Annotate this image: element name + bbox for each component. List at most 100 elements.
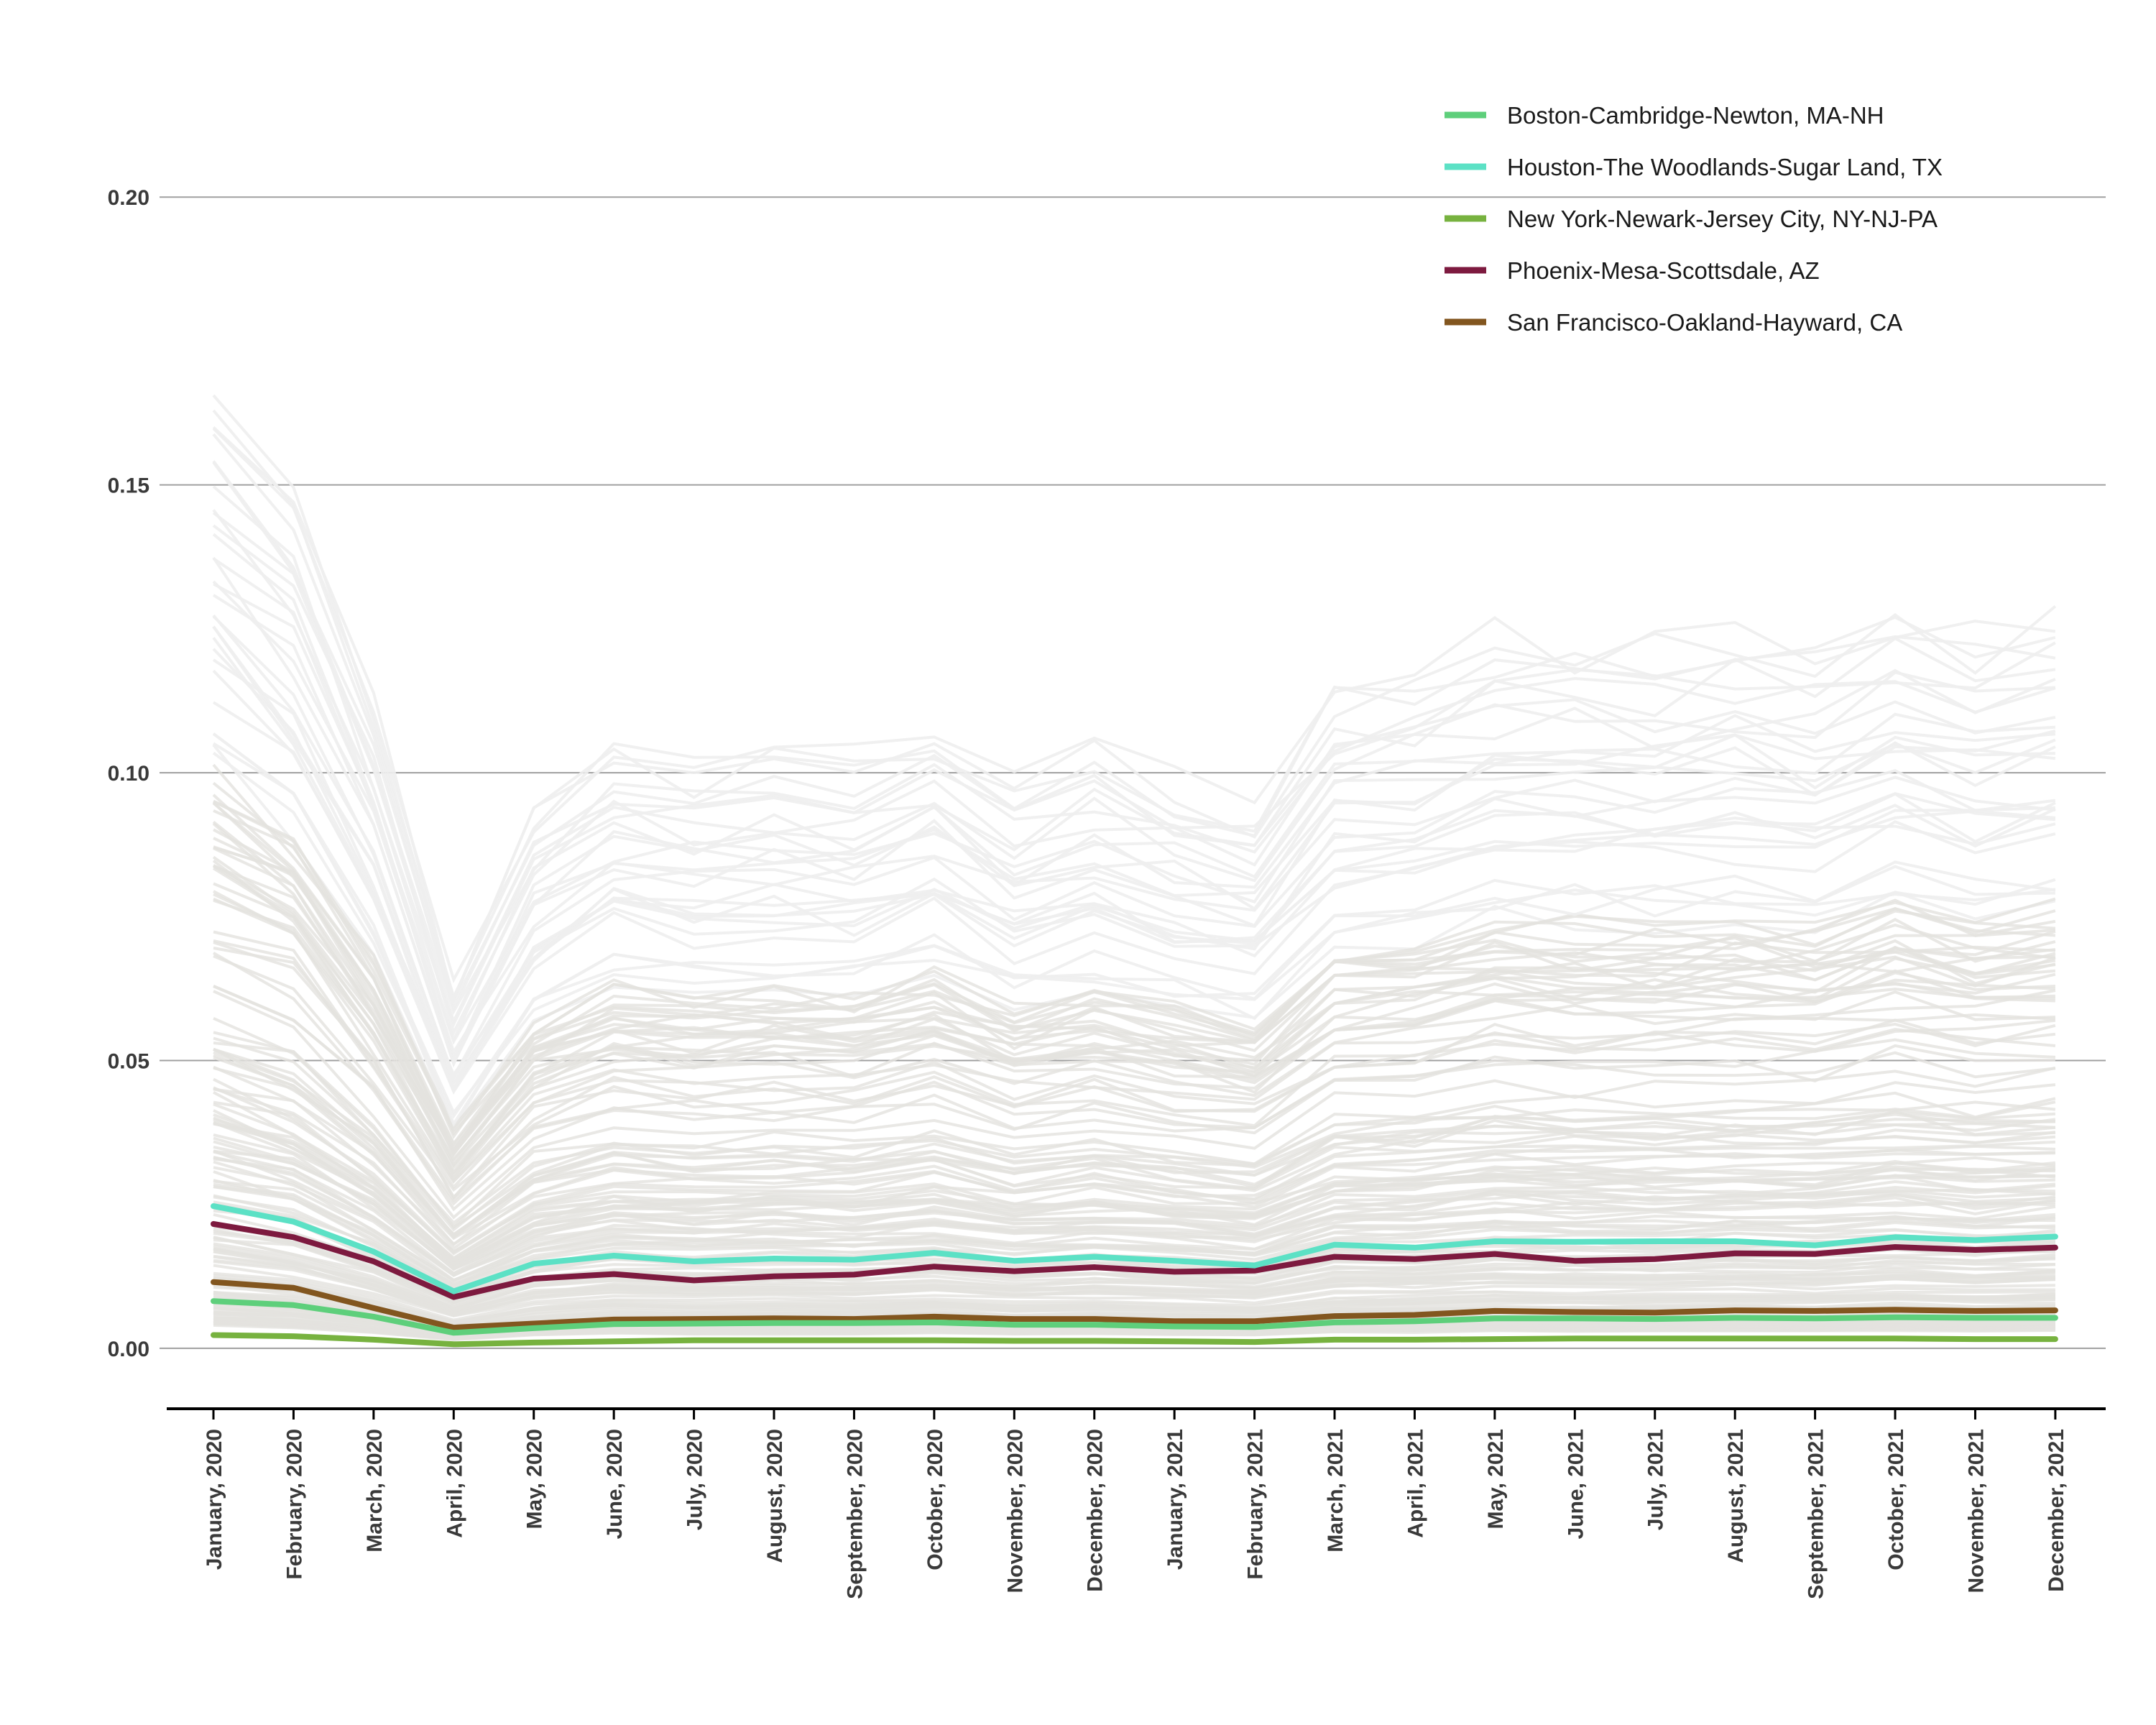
legend-label: Houston-The Woodlands-Sugar Land, TX [1507, 154, 1943, 180]
x-tick-label: September, 2021 [1805, 1429, 1828, 1599]
y-tick-label: 0.15 [108, 474, 149, 498]
x-tick-label: June, 2021 [1564, 1429, 1588, 1539]
background-series-line [213, 952, 2055, 1206]
x-tick-label: March, 2021 [1324, 1429, 1348, 1552]
background-series-line [212, 394, 2056, 1004]
y-axis: 0.00 0.05 0.10 0.15 0.20 [108, 186, 149, 1361]
background-series-line [212, 533, 2056, 1059]
background-series-line [212, 460, 2056, 1016]
series-line [211, 1298, 2058, 1336]
background-series-line [213, 1036, 2056, 1232]
x-axis: January, 2020 February, 2020 March, 2020 Ap… [167, 1407, 2106, 1599]
background-series-line [213, 1279, 2055, 1324]
y-tick-label: 0.05 [108, 1049, 149, 1073]
background-series-line [213, 1238, 2056, 1308]
background-series-line [213, 1109, 2055, 1266]
background-series-line [213, 1054, 2056, 1240]
series-line [211, 1332, 2058, 1348]
x-tick-label: January, 2021 [1164, 1429, 1187, 1570]
background-series-line [213, 930, 2056, 1184]
y-tick-label: 0.10 [108, 762, 149, 786]
legend-label: San Francisco-Oakland-Hayward, CA [1507, 309, 1902, 336]
x-tick-label: July, 2020 [683, 1429, 707, 1530]
background-series-line [213, 837, 2056, 1158]
background-series-line [213, 1259, 2055, 1317]
x-tick-label: July, 2021 [1644, 1429, 1668, 1530]
series-line [211, 1220, 2058, 1300]
background-series-line [212, 409, 2056, 1001]
background-series-line [213, 845, 2056, 1151]
background-series-line [213, 1284, 2055, 1328]
background-series-line [212, 865, 2056, 1162]
series-line [211, 1203, 2058, 1294]
background-series-line [213, 890, 2055, 1181]
background-series-line [213, 864, 2056, 1168]
background-series-line [213, 1087, 2055, 1246]
background-series-line [213, 1041, 2056, 1230]
x-tick-label: August, 2021 [1724, 1429, 1748, 1563]
x-tick-label: October, 2020 [923, 1429, 947, 1570]
background-series-line [213, 990, 2056, 1220]
x-tick-label: November, 2021 [1964, 1429, 1988, 1593]
x-tick-label: March, 2020 [363, 1429, 387, 1552]
x-tick-label: December, 2021 [2045, 1429, 2068, 1592]
background-series-line [213, 799, 2056, 1133]
background-series-line [212, 580, 2056, 1056]
x-tick-label: October, 2021 [1884, 1429, 1908, 1570]
x-tick-label: June, 2020 [603, 1429, 627, 1539]
background-series-line [212, 625, 2056, 1085]
background-series-line [212, 594, 2056, 1068]
x-tick-label: February, 2020 [282, 1429, 306, 1580]
background-series-line [213, 1271, 2055, 1322]
background-series-line [213, 809, 2056, 1146]
background-series-line [212, 511, 2055, 1026]
legend-label: Phoenix-Mesa-Scottsdale, AZ [1507, 257, 1820, 284]
x-tick-label: August, 2020 [763, 1429, 787, 1563]
background-series-line [213, 1179, 2056, 1282]
background-series-line [213, 1100, 2055, 1256]
legend: Boston-Cambridge-Newton, MA-NH Houston-Th… [1445, 102, 1943, 336]
background-series-line [213, 1047, 2055, 1238]
x-tick-label: April, 2020 [443, 1429, 466, 1538]
background-series-line [213, 1179, 2055, 1286]
background-series-line [213, 941, 2056, 1200]
background-series-line [212, 524, 2056, 1036]
x-tick-label: May, 2020 [523, 1429, 547, 1530]
x-tick-label: May, 2021 [1484, 1429, 1508, 1530]
background-series-line [212, 509, 2056, 1044]
background-series-line [213, 954, 2056, 1192]
x-tick-label: September, 2020 [843, 1429, 867, 1599]
background-series-line [212, 658, 2056, 1093]
background-series-line [212, 615, 2056, 1080]
y-tick-label: 0.20 [108, 186, 149, 210]
x-tick-label: February, 2021 [1244, 1429, 1268, 1580]
background-series-line [213, 1246, 2056, 1312]
background-series-line [212, 751, 2056, 1119]
background-series-line [212, 485, 2056, 1029]
background-series-line [213, 893, 2055, 1184]
x-tick-label: January, 2020 [203, 1429, 226, 1570]
background-series-line [213, 1319, 2055, 1340]
background-series-line [212, 732, 2055, 1116]
grid-lines [160, 196, 2106, 1349]
x-tick-label: November, 2020 [1003, 1429, 1027, 1593]
x-tick-label: December, 2020 [1084, 1429, 1107, 1592]
y-tick-label: 0.00 [108, 1338, 149, 1361]
background-series-line [213, 582, 2055, 1064]
series-line [211, 1279, 2058, 1331]
background-series-lines [212, 394, 2057, 1342]
background-series-line [213, 1066, 2056, 1241]
legend-label: New York-Newark-Jersey City, NY-NJ-PA [1507, 206, 1938, 232]
background-series-line [213, 1244, 2056, 1312]
background-series-line [213, 1087, 2056, 1251]
highlighted-series-lines [211, 1203, 2058, 1348]
background-series-line [213, 1103, 2056, 1260]
background-series-line [212, 461, 2056, 1008]
x-tick-label: April, 2021 [1404, 1429, 1427, 1538]
background-series-line [213, 897, 2055, 1175]
background-series-line [213, 947, 2056, 1200]
background-series-line [212, 669, 2056, 1092]
legend-label: Boston-Cambridge-Newton, MA-NH [1507, 102, 1884, 129]
background-series-line [213, 1156, 2055, 1276]
